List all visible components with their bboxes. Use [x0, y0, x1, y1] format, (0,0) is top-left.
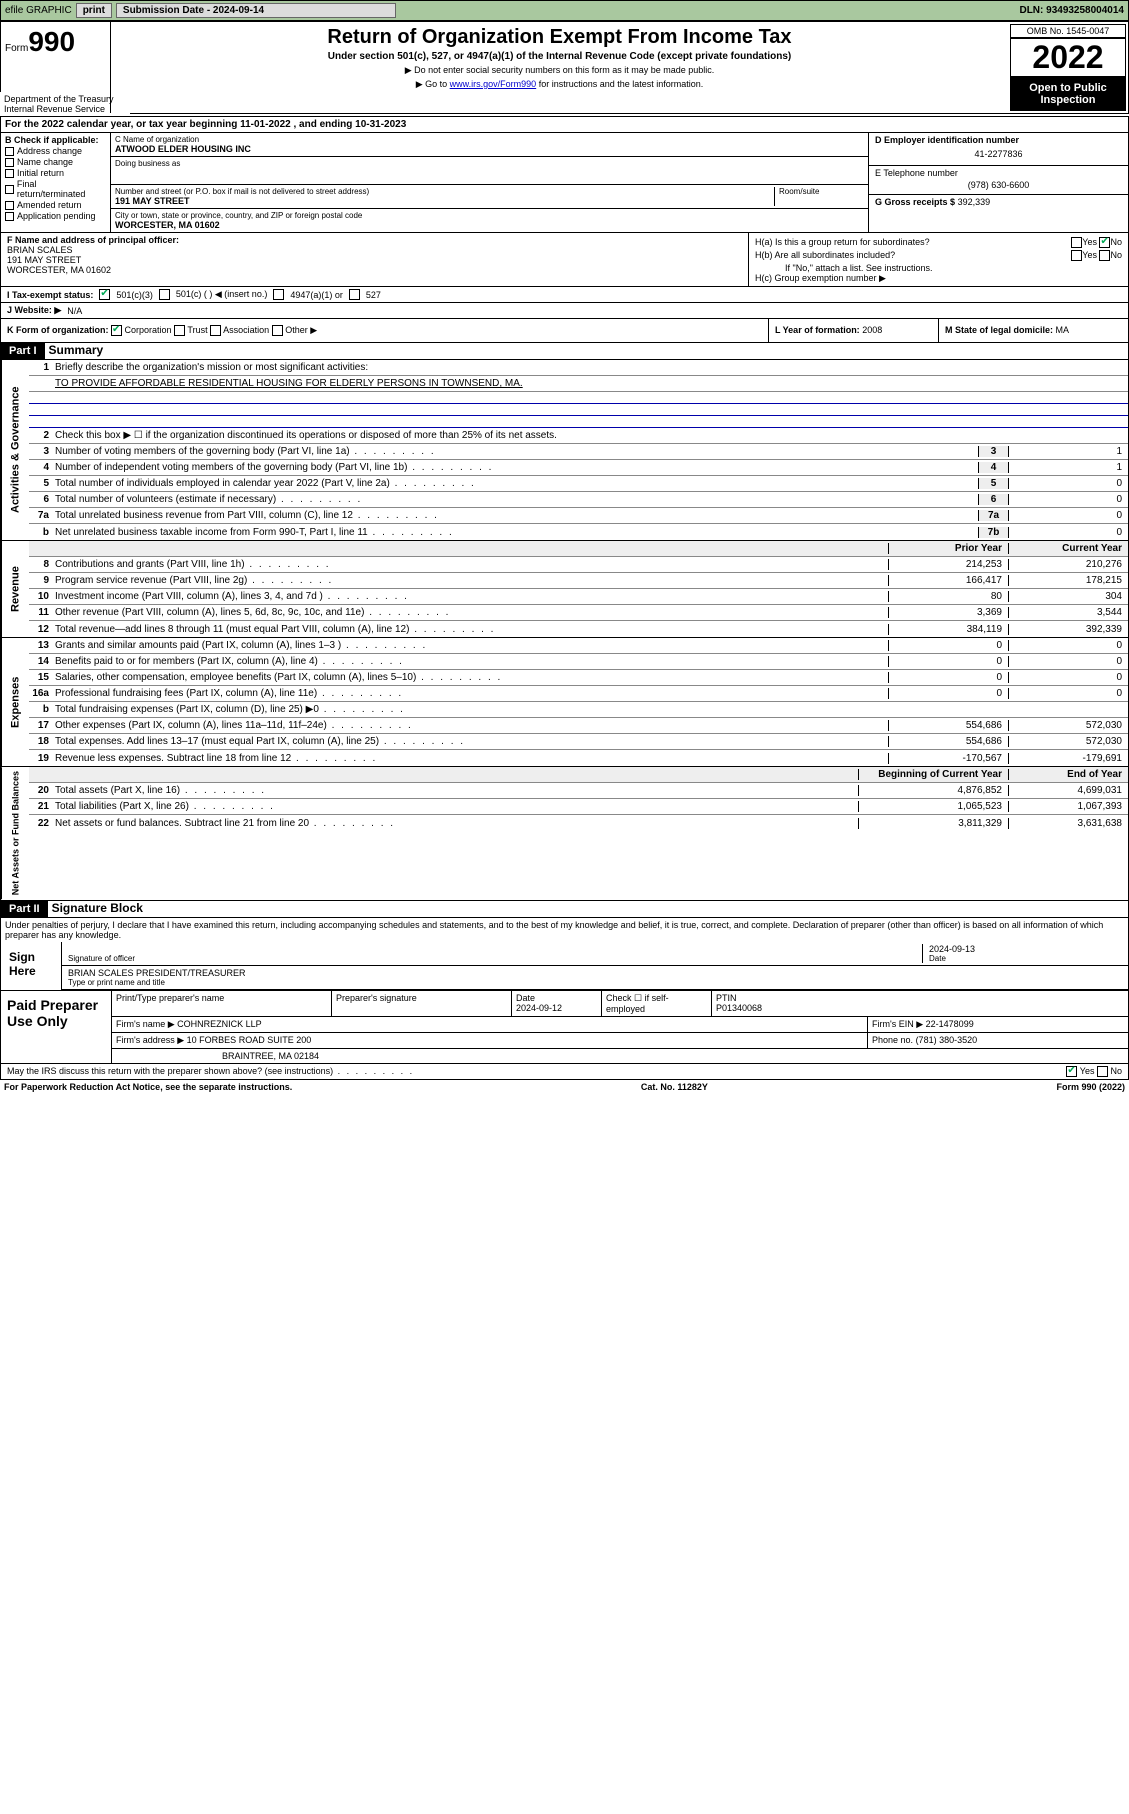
ptin: P01340068 [716, 1003, 762, 1013]
omb-number: OMB No. 1545-0047 [1010, 24, 1126, 38]
cb-501c[interactable] [159, 289, 170, 300]
efile-label: efile GRAPHIC [5, 5, 72, 16]
footer-cat: Cat. No. 11282Y [641, 1082, 708, 1092]
print-button[interactable]: print [76, 3, 112, 18]
officer-name-title: BRIAN SCALES PRESIDENT/TREASURER [68, 968, 246, 978]
officer-name: BRIAN SCALES [7, 245, 742, 255]
firm-phone: (781) 380-3520 [916, 1035, 978, 1045]
cb-amended[interactable] [5, 201, 14, 210]
declaration: Under penalties of perjury, I declare th… [1, 918, 1128, 942]
org-name: ATWOOD ELDER HOUSING INC [115, 144, 864, 154]
cb-trust[interactable] [174, 325, 185, 336]
cb-corp[interactable] [111, 325, 122, 336]
irs-link[interactable]: www.irs.gov/Form990 [450, 79, 537, 89]
col-b: B Check if applicable: Address change Na… [1, 133, 111, 232]
website: N/A [67, 306, 82, 316]
cb-initial[interactable] [5, 169, 14, 178]
discuss-yes[interactable] [1066, 1066, 1077, 1077]
main-title: Return of Organization Exempt From Incom… [115, 26, 1004, 49]
mission: TO PROVIDE AFFORDABLE RESIDENTIAL HOUSIN… [53, 377, 1128, 390]
side-net: Net Assets or Fund Balances [1, 767, 29, 899]
section-a: For the 2022 calendar year, or tax year … [0, 116, 1129, 133]
part2-hdr: Part II [1, 901, 48, 917]
cb-pending[interactable] [5, 212, 14, 221]
cb-name[interactable] [5, 158, 14, 167]
year-formation: 2008 [862, 325, 882, 335]
gross-receipts: 392,339 [958, 197, 991, 207]
footer-right: Form 990 (2022) [1056, 1082, 1125, 1092]
dln: DLN: 93493258004014 [1019, 5, 1124, 16]
cb-assoc[interactable] [210, 325, 221, 336]
cb-final[interactable] [5, 185, 14, 194]
side-governance: Activities & Governance [1, 360, 29, 540]
firm-ein: 22-1478099 [926, 1019, 974, 1029]
footer-left: For Paperwork Reduction Act Notice, see … [4, 1082, 292, 1092]
hb-yes[interactable] [1071, 250, 1082, 261]
b-label: B Check if applicable: [5, 135, 106, 145]
tax-year: 2022 [1010, 38, 1126, 77]
paid-label: Paid Preparer Use Only [1, 991, 111, 1063]
sig-date: 2024-09-13 [929, 944, 1122, 954]
cb-501c3[interactable] [99, 289, 110, 300]
ha-yes[interactable] [1071, 237, 1082, 248]
form-header: Form990 Return of Organization Exempt Fr… [0, 21, 1129, 114]
cb-527[interactable] [349, 289, 360, 300]
ein: 41-2277836 [875, 145, 1122, 163]
firm-name: COHNREZNICK LLP [177, 1019, 262, 1029]
note-ssn: ▶ Do not enter social security numbers o… [115, 65, 1004, 76]
cb-4947[interactable] [273, 289, 284, 300]
part1-hdr: Part I [1, 343, 45, 359]
side-revenue: Revenue [1, 541, 29, 637]
form-number: 990 [28, 26, 75, 57]
subtitle: Under section 501(c), 527, or 4947(a)(1)… [115, 51, 1004, 62]
prep-date: 2024-09-12 [516, 1003, 562, 1013]
entity-block: B Check if applicable: Address change Na… [0, 133, 1129, 233]
submission-date: Submission Date - 2024-09-14 [116, 3, 396, 18]
city: WORCESTER, MA 01602 [115, 220, 864, 230]
domicile: MA [1056, 325, 1070, 335]
ha-no[interactable] [1099, 237, 1110, 248]
phone: (978) 630-6600 [875, 178, 1122, 192]
cb-other[interactable] [272, 325, 283, 336]
cb-address[interactable] [5, 147, 14, 156]
discuss-no[interactable] [1097, 1066, 1108, 1077]
street: 191 MAY STREET [115, 196, 774, 206]
note-link: ▶ Go to www.irs.gov/Form990 for instruct… [115, 79, 1004, 90]
row-fh: F Name and address of principal officer:… [0, 233, 1129, 287]
form-word: Form [5, 43, 28, 54]
hb-no[interactable] [1099, 250, 1110, 261]
side-expenses: Expenses [1, 638, 29, 766]
firm-addr: 10 FORBES ROAD SUITE 200 [187, 1035, 312, 1045]
topbar: efile GRAPHIC print Submission Date - 20… [0, 0, 1129, 21]
open-public: Open to Public Inspection [1010, 77, 1126, 111]
